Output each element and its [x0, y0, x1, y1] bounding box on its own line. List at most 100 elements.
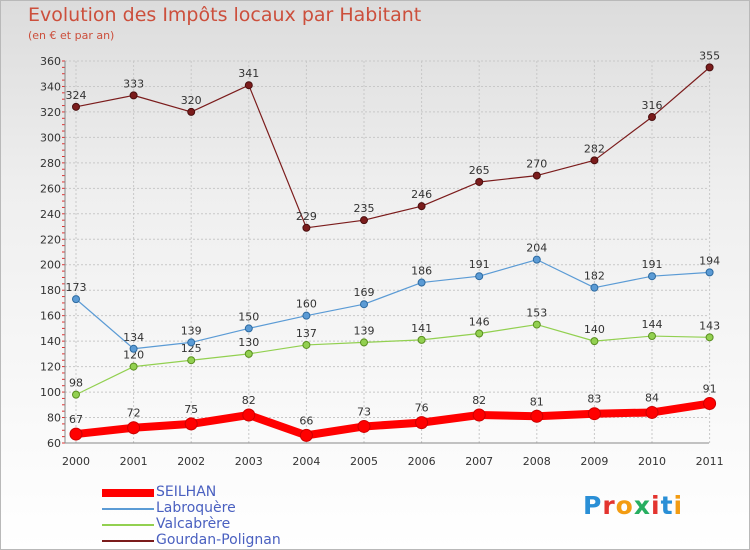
- logo-letter: r: [602, 491, 616, 520]
- data-label: 153: [526, 307, 547, 320]
- data-label: 150: [238, 310, 259, 323]
- logo-letter: i: [651, 491, 661, 520]
- x-tick-label: 2000: [62, 455, 90, 468]
- y-tick-label: 240: [40, 208, 61, 221]
- legend-swatch: [102, 540, 154, 542]
- data-label: 144: [642, 318, 663, 331]
- legend-label: Labroquère: [156, 500, 236, 516]
- data-point: [587, 407, 601, 421]
- data-label: 141: [411, 322, 432, 335]
- data-point: [72, 295, 80, 304]
- data-point: [648, 272, 656, 281]
- data-label: 98: [69, 377, 83, 390]
- data-label: 246: [411, 188, 432, 201]
- data-label: 140: [584, 323, 605, 336]
- data-label: 84: [645, 391, 659, 404]
- legend-swatch: [102, 508, 154, 510]
- data-point: [532, 320, 541, 329]
- data-label: 75: [184, 403, 198, 416]
- data-point: [187, 356, 196, 365]
- data-label: 169: [354, 286, 375, 299]
- x-tick-label: 2010: [638, 455, 666, 468]
- x-tick-label: 2011: [696, 455, 724, 468]
- logo-letter: o: [615, 491, 634, 520]
- data-point: [129, 362, 138, 371]
- data-point: [69, 427, 83, 441]
- data-point: [475, 177, 484, 186]
- data-label: 146: [469, 315, 490, 328]
- y-tick-label: 80: [47, 412, 61, 425]
- data-point: [302, 223, 311, 232]
- y-tick-label: 180: [40, 284, 61, 297]
- data-label: 204: [526, 242, 547, 255]
- data-point: [645, 405, 659, 419]
- data-label: 320: [181, 94, 202, 107]
- data-label: 324: [66, 89, 87, 102]
- data-label: 137: [296, 327, 317, 340]
- data-point: [360, 338, 368, 347]
- data-label: 82: [242, 394, 256, 407]
- data-label: 355: [699, 49, 720, 62]
- data-point: [242, 408, 256, 422]
- x-tick-label: 2009: [580, 455, 608, 468]
- data-label: 191: [469, 258, 490, 271]
- data-point: [244, 349, 253, 358]
- data-label: 66: [299, 414, 313, 427]
- data-point: [302, 340, 311, 349]
- y-tick-label: 340: [40, 80, 61, 93]
- y-tick-label: 160: [40, 310, 61, 323]
- data-label: 125: [181, 342, 202, 355]
- data-label: 186: [411, 265, 432, 278]
- data-point: [357, 419, 371, 433]
- data-label: 270: [526, 158, 547, 171]
- y-tick-label: 120: [40, 361, 61, 374]
- data-point: [127, 421, 141, 435]
- chart-title: Evolution des Impôts locaux par Habitant: [28, 4, 422, 26]
- series-line-seilhan: [75, 399, 711, 440]
- series-line-labroqu-re: [75, 259, 710, 350]
- y-tick-label: 300: [40, 131, 61, 144]
- y-tick-label: 320: [40, 106, 61, 119]
- data-point: [184, 417, 198, 431]
- x-tick-label: 2007: [465, 455, 493, 468]
- data-point: [415, 416, 429, 430]
- y-tick-label: 140: [40, 335, 61, 348]
- legend-swatch: [102, 489, 154, 497]
- data-label: 341: [238, 67, 259, 80]
- x-tick-label: 2001: [120, 455, 148, 468]
- data-point: [590, 156, 599, 165]
- data-label: 139: [354, 324, 375, 337]
- data-point: [590, 283, 599, 292]
- y-tick-label: 60: [47, 437, 61, 450]
- data-label: 333: [123, 77, 144, 90]
- plot-area: [65, 61, 709, 443]
- data-label: 81: [530, 395, 544, 408]
- data-label: 72: [127, 407, 141, 420]
- y-tick-label: 200: [40, 259, 61, 272]
- data-point: [129, 344, 138, 353]
- data-point: [72, 102, 80, 111]
- data-point: [187, 338, 196, 347]
- logo-letter: i: [673, 491, 684, 520]
- series-line-valcabr-re: [75, 323, 710, 396]
- x-tick-label: 2005: [350, 455, 378, 468]
- data-label: 76: [415, 402, 429, 415]
- data-point: [648, 113, 656, 122]
- x-tick-label: 2002: [177, 455, 205, 468]
- y-tick-label: 100: [40, 386, 61, 399]
- data-point: [532, 171, 541, 180]
- data-point: [360, 216, 368, 225]
- data-label: 82: [472, 394, 486, 407]
- y-tick-label: 280: [40, 157, 61, 170]
- logo-letter: x: [633, 491, 651, 520]
- data-point: [417, 278, 426, 287]
- chart-subtitle: (en € et par an): [28, 29, 115, 42]
- legend-swatch: [102, 524, 154, 526]
- data-point: [72, 390, 80, 399]
- data-point: [530, 409, 544, 423]
- data-label: 194: [699, 254, 720, 267]
- data-point: [705, 63, 714, 72]
- data-label: 67: [69, 413, 83, 426]
